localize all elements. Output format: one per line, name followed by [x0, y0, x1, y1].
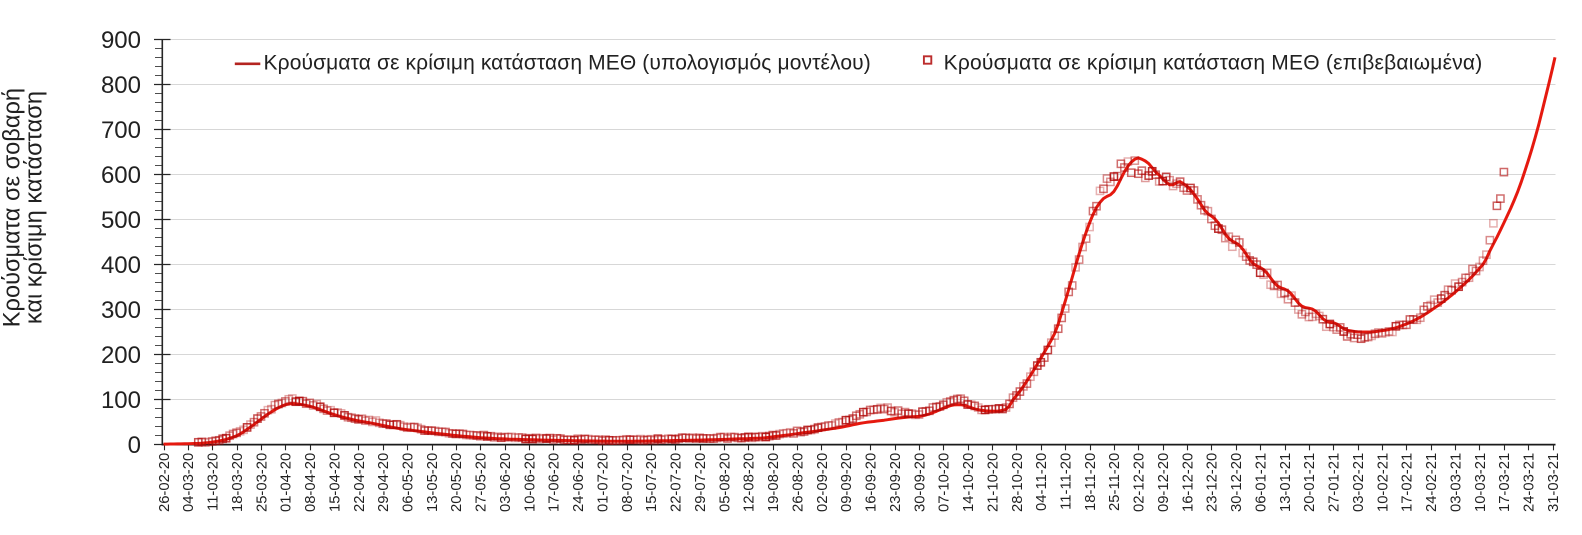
svg-text:18-11-20: 18-11-20: [1083, 453, 1099, 511]
svg-text:400: 400: [101, 252, 141, 279]
svg-text:04-03-20: 04-03-20: [181, 453, 197, 512]
svg-text:Κρούσματα σε σοβαρή: Κρούσματα σε σοβαρή: [0, 88, 26, 327]
svg-text:01-04-20: 01-04-20: [279, 453, 295, 512]
svg-text:15-07-20: 15-07-20: [644, 453, 660, 512]
svg-text:24-06-20: 24-06-20: [571, 453, 587, 512]
svg-text:27-05-20: 27-05-20: [474, 453, 490, 512]
svg-text:02-12-20: 02-12-20: [1132, 453, 1148, 512]
svg-text:600: 600: [101, 162, 141, 189]
svg-text:20-05-20: 20-05-20: [449, 453, 465, 512]
svg-text:15-04-20: 15-04-20: [327, 453, 343, 512]
svg-text:13-01-21: 13-01-21: [1278, 453, 1294, 512]
svg-text:29-07-20: 29-07-20: [693, 453, 709, 512]
svg-text:Κρούσματα σε κρίσιμη κατάσταση: Κρούσματα σε κρίσιμη κατάσταση ΜΕΘ (υπολ…: [264, 52, 871, 75]
svg-text:800: 800: [101, 72, 141, 99]
svg-text:29-04-20: 29-04-20: [376, 453, 392, 512]
svg-text:09-12-20: 09-12-20: [1156, 453, 1172, 512]
svg-text:30-12-20: 30-12-20: [1229, 453, 1245, 512]
svg-text:02-09-20: 02-09-20: [815, 453, 831, 512]
svg-text:12-08-20: 12-08-20: [742, 453, 758, 512]
svg-text:16-12-20: 16-12-20: [1180, 453, 1196, 512]
svg-text:100: 100: [101, 387, 141, 414]
svg-text:06-05-20: 06-05-20: [401, 453, 417, 512]
svg-text:09-09-20: 09-09-20: [839, 453, 855, 512]
svg-text:18-03-20: 18-03-20: [230, 453, 246, 512]
svg-text:16-09-20: 16-09-20: [864, 453, 880, 512]
svg-text:26-02-20: 26-02-20: [157, 453, 173, 512]
svg-text:Κρούσματα σε κρίσιμη κατάσταση: Κρούσματα σε κρίσιμη κατάσταση ΜΕΘ (επιβ…: [944, 52, 1483, 75]
svg-text:03-03-21: 03-03-21: [1448, 453, 1464, 512]
svg-text:11-03-20: 11-03-20: [206, 453, 222, 511]
svg-text:22-07-20: 22-07-20: [669, 453, 685, 512]
svg-text:05-08-20: 05-08-20: [717, 453, 733, 512]
svg-text:08-04-20: 08-04-20: [303, 453, 319, 512]
svg-text:27-01-21: 27-01-21: [1327, 453, 1343, 512]
svg-text:06-01-21: 06-01-21: [1254, 453, 1270, 512]
svg-text:300: 300: [101, 297, 141, 324]
svg-text:03-06-20: 03-06-20: [498, 453, 514, 512]
svg-text:24-02-21: 24-02-21: [1424, 453, 1440, 512]
svg-text:03-02-21: 03-02-21: [1351, 453, 1367, 512]
svg-text:07-10-20: 07-10-20: [937, 453, 953, 512]
svg-text:10-03-21: 10-03-21: [1473, 453, 1489, 512]
svg-text:14-10-20: 14-10-20: [961, 453, 977, 512]
svg-text:20-01-21: 20-01-21: [1302, 453, 1318, 512]
svg-text:17-02-21: 17-02-21: [1400, 453, 1416, 512]
svg-text:26-08-20: 26-08-20: [790, 453, 806, 512]
svg-text:17-03-21: 17-03-21: [1497, 453, 1513, 512]
svg-text:23-12-20: 23-12-20: [1205, 453, 1221, 512]
svg-text:και κρίσιμη κατάσταση: και κρίσιμη κατάσταση: [22, 91, 48, 324]
svg-text:500: 500: [101, 207, 141, 234]
svg-text:700: 700: [101, 117, 141, 144]
svg-text:01-07-20: 01-07-20: [596, 453, 612, 512]
svg-text:11-11-20: 11-11-20: [1059, 453, 1075, 510]
svg-text:21-10-20: 21-10-20: [985, 453, 1001, 512]
svg-text:900: 900: [101, 27, 141, 54]
svg-text:25-03-20: 25-03-20: [254, 453, 270, 512]
svg-text:30-09-20: 30-09-20: [912, 453, 928, 512]
svg-text:10-06-20: 10-06-20: [522, 453, 538, 512]
svg-text:08-07-20: 08-07-20: [620, 453, 636, 512]
svg-text:24-03-21: 24-03-21: [1522, 453, 1538, 512]
svg-text:13-05-20: 13-05-20: [425, 453, 441, 512]
svg-text:04-11-20: 04-11-20: [1034, 453, 1050, 511]
svg-text:10-02-21: 10-02-21: [1375, 453, 1391, 512]
svg-text:200: 200: [101, 342, 141, 369]
svg-text:0: 0: [128, 432, 141, 459]
svg-text:22-04-20: 22-04-20: [352, 453, 368, 512]
svg-text:25-11-20: 25-11-20: [1107, 453, 1123, 511]
svg-text:19-08-20: 19-08-20: [766, 453, 782, 512]
svg-text:23-09-20: 23-09-20: [888, 453, 904, 512]
svg-text:31-03-21: 31-03-21: [1546, 453, 1562, 512]
svg-text:28-10-20: 28-10-20: [1010, 453, 1026, 512]
svg-text:17-06-20: 17-06-20: [547, 453, 563, 512]
